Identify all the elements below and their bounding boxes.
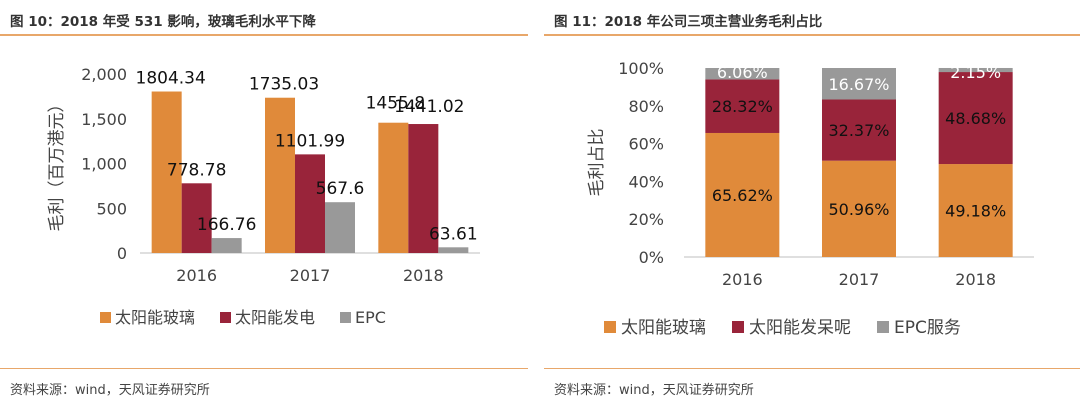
figure-11-top-rule <box>544 34 1080 36</box>
legend-label: 太阳能玻璃 <box>621 318 706 338</box>
y-tick-label: 40% <box>628 172 664 191</box>
data-label: 1804.34 <box>136 69 206 89</box>
figure-11-source: 资料来源：wind，天风证券研究所 <box>554 383 754 398</box>
x-tick-label: 2016 <box>176 266 217 285</box>
figure-10-bottom-rule <box>0 368 528 369</box>
stacked-segment <box>938 164 1013 257</box>
y-tick-label: 100% <box>618 59 664 78</box>
data-label: 1455.8 <box>366 94 425 114</box>
legend-label: EPC <box>355 308 386 327</box>
data-label: 1441.02 <box>394 97 464 117</box>
data-label: 28.32% <box>712 97 773 116</box>
figure-10-panel: 图 10：2018 年受 531 影响，玻璃毛利水平下降 0 500 1,000 1,… <box>0 0 528 407</box>
bar <box>151 91 182 253</box>
data-label: 49.18% <box>945 202 1006 221</box>
stacked-segment <box>822 160 896 257</box>
data-label: 1735.03 <box>249 75 319 95</box>
x-tick-label: 2018 <box>955 270 996 289</box>
figure-10-top-rule <box>0 34 528 36</box>
legend-swatch <box>732 321 744 333</box>
bar <box>295 154 325 253</box>
data-label: 50.96% <box>828 200 889 219</box>
x-tick-label: 2018 <box>403 266 444 285</box>
data-label: 6.06% <box>717 63 768 82</box>
gross-profit-bar-chart: 0 500 1,000 1,500 2,000 毛利（百万港元） 1804.34 778.78… <box>47 65 480 327</box>
stacked-segment <box>822 99 896 161</box>
bar <box>265 97 295 253</box>
x-tick-label: 2017 <box>290 266 331 285</box>
data-label: 567.6 <box>316 179 365 199</box>
legend-swatch <box>100 312 111 323</box>
y-tick-label: 0% <box>639 248 664 267</box>
data-label: 48.68% <box>945 109 1006 128</box>
bar <box>181 183 212 253</box>
stacked-segment <box>705 68 780 80</box>
y-tick-label: 0 <box>117 244 127 263</box>
legend-swatch <box>877 321 889 333</box>
data-label: 63.61 <box>429 224 478 244</box>
legend-label: 太阳能发电 <box>235 308 315 327</box>
figure-10-source: 资料来源：wind，天风证券研究所 <box>10 383 210 398</box>
stacked-segment <box>938 72 1013 165</box>
bar <box>378 122 409 253</box>
stacked-segment <box>705 79 780 133</box>
data-label: 166.76 <box>197 215 256 235</box>
gross-profit-share-stacked-chart: 0% 20% 40% 60% 80% 100% 毛利占比 65.62% 28.32% 6.06% 2… <box>587 59 1034 338</box>
x-tick-label: 2016 <box>722 270 763 289</box>
legend-label: 太阳能发呆呢 <box>749 318 851 338</box>
y-tick-label: 1,500 <box>81 110 127 129</box>
legend-label: 太阳能玻璃 <box>115 308 195 327</box>
bar <box>408 124 439 253</box>
bar <box>211 238 242 253</box>
y-tick-label: 60% <box>628 135 664 154</box>
data-label: 1101.99 <box>275 131 345 151</box>
legend-swatch <box>340 312 351 323</box>
data-label: 32.37% <box>828 121 889 140</box>
legend-label: EPC服务 <box>894 318 961 338</box>
figure-10-title: 图 10：2018 年受 531 影响，玻璃毛利水平下降 <box>10 14 316 30</box>
y-tick-label: 80% <box>628 97 664 116</box>
bar <box>438 247 469 253</box>
figure-11-panel: 图 11：2018 年公司三项主营业务毛利占比 0% 20% 40% 60% 80% 10… <box>544 0 1080 407</box>
figure-11-bottom-rule <box>544 368 1080 369</box>
data-label: 16.67% <box>828 75 889 94</box>
stacked-segment <box>822 68 896 100</box>
y-tick-label: 20% <box>628 210 664 229</box>
data-label: 2.15% <box>950 63 1001 82</box>
legend-swatch <box>220 312 231 323</box>
y-tick-label: 500 <box>96 199 127 218</box>
y-axis-title: 毛利占比 <box>587 129 607 197</box>
x-tick-label: 2017 <box>839 270 880 289</box>
legend-swatch <box>604 321 616 333</box>
figure-11-title: 图 11：2018 年公司三项主营业务毛利占比 <box>554 14 823 30</box>
y-tick-label: 1,000 <box>81 155 127 174</box>
stacked-segment <box>938 67 1013 73</box>
data-label: 778.78 <box>167 160 226 180</box>
y-tick-label: 2,000 <box>81 65 127 84</box>
bar <box>325 202 355 253</box>
y-axis-title: 毛利（百万港元） <box>47 96 67 232</box>
data-label: 65.62% <box>712 186 773 205</box>
stacked-segment <box>705 132 780 257</box>
